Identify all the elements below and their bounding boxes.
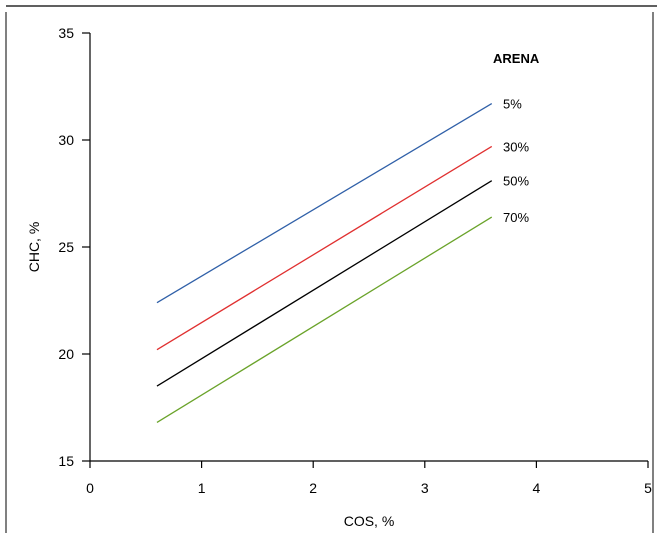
y-tick-label: 20 [58,346,74,362]
x-tick-label: 5 [644,480,652,496]
x-tick-label: 0 [86,480,94,496]
y-ticks: 15 20 25 30 35 [58,25,90,469]
x-ticks: 0 1 2 3 4 5 [86,461,652,496]
x-axis-title: COS, % [344,513,395,529]
series-line-50pct [156,180,493,387]
series-line-70pct [156,216,493,424]
x-tick-label: 2 [309,480,317,496]
y-tick-label: 25 [58,239,74,255]
series-line-5pct [156,103,493,304]
series-lines [156,103,493,424]
y-axis-title: CHC, % [26,222,42,273]
series-line-30pct [156,145,493,351]
series-label-50pct: 50% [503,174,529,189]
y-tick-label: 15 [58,453,74,469]
x-tick-label: 3 [421,480,429,496]
legend: ARENA 5% 30% 50% 70% [493,51,540,225]
x-tick-label: 1 [198,480,206,496]
series-label-5pct: 5% [503,97,522,112]
y-tick-label: 35 [58,25,74,41]
series-label-70pct: 70% [503,210,529,225]
y-tick-label: 30 [58,132,74,148]
series-label-30pct: 30% [503,139,529,154]
x-tick-label: 4 [533,480,541,496]
legend-title: ARENA [493,51,540,66]
